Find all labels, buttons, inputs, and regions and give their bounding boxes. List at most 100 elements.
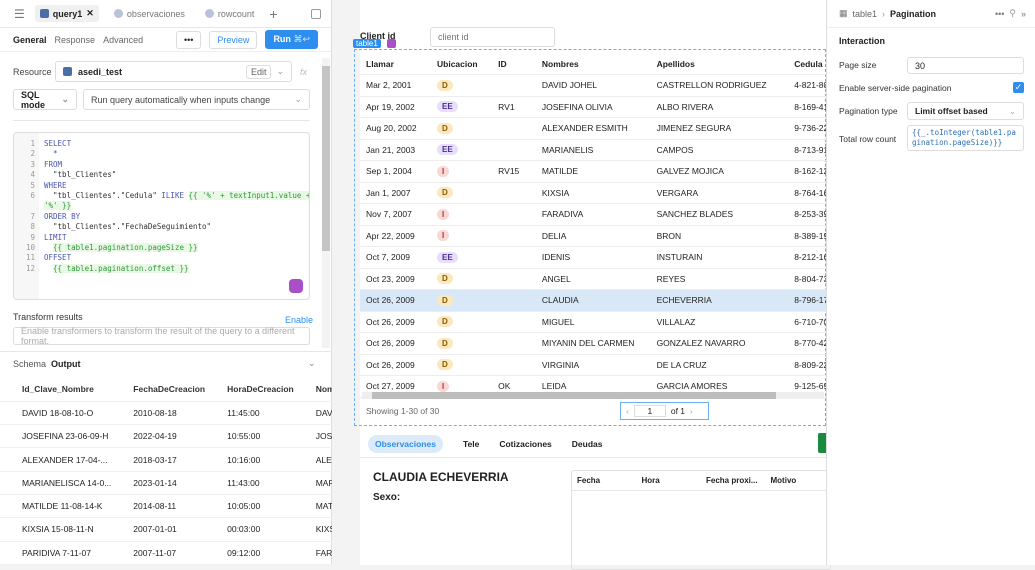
collapse-icon[interactable] bbox=[311, 8, 321, 19]
table-cell: FARADIVA bbox=[535, 203, 651, 226]
run-mode-select[interactable]: Run query automatically when inputs chan… bbox=[83, 89, 310, 110]
collapse-output-icon[interactable]: ⌄ bbox=[308, 358, 316, 368]
app-canvas: Client id table1 LlamarUbicacionIDNombre… bbox=[353, 0, 831, 570]
table-cell: CAMPOS bbox=[650, 139, 789, 161]
sql-editor[interactable]: 1 2 3 4 5 6 7 8 9 10 11 12 SELECT * FROM … bbox=[13, 132, 310, 300]
scrollbar[interactable] bbox=[322, 58, 330, 348]
detail-tab[interactable]: Tele bbox=[462, 438, 480, 449]
table-cell bbox=[492, 268, 536, 290]
run-button[interactable]: Run ⌘↩ bbox=[265, 30, 318, 49]
edit-resource-button[interactable]: Edit bbox=[245, 64, 272, 79]
enable-transform-link[interactable]: Enable bbox=[285, 315, 314, 325]
output-column-header[interactable]: HoraDeCreacion bbox=[205, 378, 294, 402]
table-row[interactable]: Aug 20, 2002 D ALEXANDER ESMITH JIMENEZ SEG… bbox=[360, 117, 826, 140]
fx-icon[interactable]: fx bbox=[300, 67, 308, 77]
column-header[interactable]: Llamar bbox=[360, 53, 431, 75]
table-row[interactable]: Mar 2, 2001 D DAVID JOHEL CASTRELLON RODRIG… bbox=[360, 74, 826, 97]
table-cell: DE LA CRUZ bbox=[650, 354, 789, 376]
table-cell: 6-710-708 bbox=[788, 311, 826, 333]
client-id-input[interactable] bbox=[430, 27, 555, 47]
preview-button[interactable]: Preview bbox=[209, 30, 258, 49]
column-header[interactable]: Nombres bbox=[535, 53, 651, 75]
observaciones-table: Fecha Hora Fecha proxi... Motivo bbox=[571, 470, 831, 570]
column-header[interactable]: Apellidos bbox=[650, 53, 789, 75]
table-cell bbox=[492, 225, 536, 247]
tab-output[interactable]: Output bbox=[51, 359, 81, 369]
sql-code[interactable]: SELECT * FROM "tbl_Clientes" WHERE "tbl_Cl… bbox=[44, 139, 309, 274]
table-row[interactable]: Apr 19, 2002 EE RV1 JOSEFINA OLIVIA ALBO RIV… bbox=[360, 96, 826, 118]
pin-icon[interactable]: ⚲ bbox=[1009, 8, 1016, 18]
more-button[interactable]: ••• bbox=[175, 30, 202, 49]
output-column-header[interactable]: Id_Clave_Nombre bbox=[0, 378, 112, 402]
collapse-panel-icon[interactable]: » bbox=[1020, 8, 1026, 19]
server-side-checkbox[interactable]: ✓ bbox=[1013, 82, 1024, 93]
detail-column-header[interactable]: Hora bbox=[641, 476, 660, 485]
table-cell bbox=[492, 139, 536, 161]
detail-tab[interactable]: Observaciones bbox=[368, 434, 443, 453]
ubicacion-badge: D bbox=[437, 359, 453, 371]
column-header[interactable]: Ubicacion bbox=[431, 53, 493, 75]
pagination-type-select[interactable]: Limit offset based ⌄ bbox=[907, 102, 1024, 120]
table-cell: Nov 7, 2007 bbox=[360, 203, 431, 226]
tab-general[interactable]: General bbox=[13, 34, 47, 45]
table-row[interactable]: Oct 26, 2009 D MIYANIN DEL CARMEN GONZALEZ … bbox=[360, 332, 826, 355]
table1-selection-tag[interactable]: table1 bbox=[353, 39, 381, 48]
tab-rowcount[interactable]: rowcount bbox=[200, 6, 260, 22]
transform-label: Transform results bbox=[13, 312, 83, 322]
more-icon[interactable]: ••• bbox=[994, 8, 1005, 19]
component-settings-icon[interactable] bbox=[387, 39, 396, 48]
page-size-input[interactable]: 30 bbox=[907, 57, 1024, 74]
green-button[interactable] bbox=[818, 433, 826, 453]
tab-observaciones[interactable]: observaciones bbox=[109, 6, 190, 22]
column-header[interactable]: Cedula bbox=[788, 53, 826, 75]
page-input[interactable]: 1 bbox=[633, 405, 666, 417]
next-page-icon[interactable]: › bbox=[690, 406, 693, 416]
table-icon: ▦ bbox=[839, 8, 848, 18]
detail-tab[interactable]: Deudas bbox=[571, 438, 603, 449]
menu-icon[interactable]: ☰ bbox=[14, 6, 25, 21]
resource-select[interactable]: asedi_test Edit ⌄ bbox=[55, 61, 292, 82]
prev-page-icon[interactable]: ‹ bbox=[626, 406, 629, 416]
detail-tab[interactable]: Cotizaciones bbox=[499, 438, 552, 449]
transform-input[interactable]: Enable transformers to transform the res… bbox=[13, 326, 310, 346]
pagination-control: ‹ 1 of 1 › bbox=[620, 402, 709, 420]
sexo-label: Sexo: bbox=[373, 492, 401, 503]
sql-mode-select[interactable]: SQL mode ⌄ bbox=[13, 89, 77, 110]
detail-column-header[interactable]: Motivo bbox=[770, 476, 797, 485]
tab-schema[interactable]: Schema bbox=[13, 359, 47, 369]
table-row[interactable]: Nov 7, 2007 I FARADIVA SANCHEZ BLADES 8-253-… bbox=[360, 203, 826, 226]
add-tab-icon[interactable]: + bbox=[269, 5, 278, 22]
table-cell: VILLALAZ bbox=[650, 311, 789, 333]
output-cell: 2007-01-01 bbox=[111, 517, 206, 542]
ai-assistant-icon[interactable] bbox=[289, 279, 303, 293]
output-cell: 11:43:00 bbox=[205, 471, 294, 495]
horizontal-scrollbar[interactable] bbox=[362, 392, 824, 399]
output-cell: JOSEFINA 23-06-09-H bbox=[0, 424, 112, 449]
output-row: KIXSIA 15-08-11-N 2007-01-01 00:03:00 KIXSI… bbox=[0, 517, 350, 542]
output-column-header[interactable]: FechaDeCreacion bbox=[111, 378, 206, 402]
output-row: ALEXANDER 17-04-...2018-03-1710:16:00ALE… bbox=[0, 447, 350, 472]
breadcrumb-parent[interactable]: table1 bbox=[852, 8, 878, 19]
total-row-count-input[interactable]: {{_.toInteger(table1.pagination.pageSize… bbox=[907, 125, 1024, 151]
column-header[interactable]: ID bbox=[492, 53, 536, 75]
table-row[interactable]: Sep 1, 2004 I RV15 MATILDE GALVEZ MOJICA 8-16… bbox=[360, 160, 826, 183]
tab-response[interactable]: Response bbox=[54, 34, 96, 45]
detail-column-header[interactable]: Fecha bbox=[577, 476, 601, 485]
detail-column-header[interactable]: Fecha proxi... bbox=[706, 476, 758, 485]
table-cell: GONZALEZ NAVARRO bbox=[650, 332, 789, 355]
ubicacion-badge: D bbox=[437, 187, 453, 199]
postgres-icon bbox=[63, 67, 72, 76]
tab-query1[interactable]: query1 ✕ bbox=[34, 5, 99, 22]
tab-advanced[interactable]: Advanced bbox=[103, 34, 144, 45]
query-icon bbox=[113, 9, 123, 18]
close-icon[interactable]: ✕ bbox=[86, 8, 94, 18]
